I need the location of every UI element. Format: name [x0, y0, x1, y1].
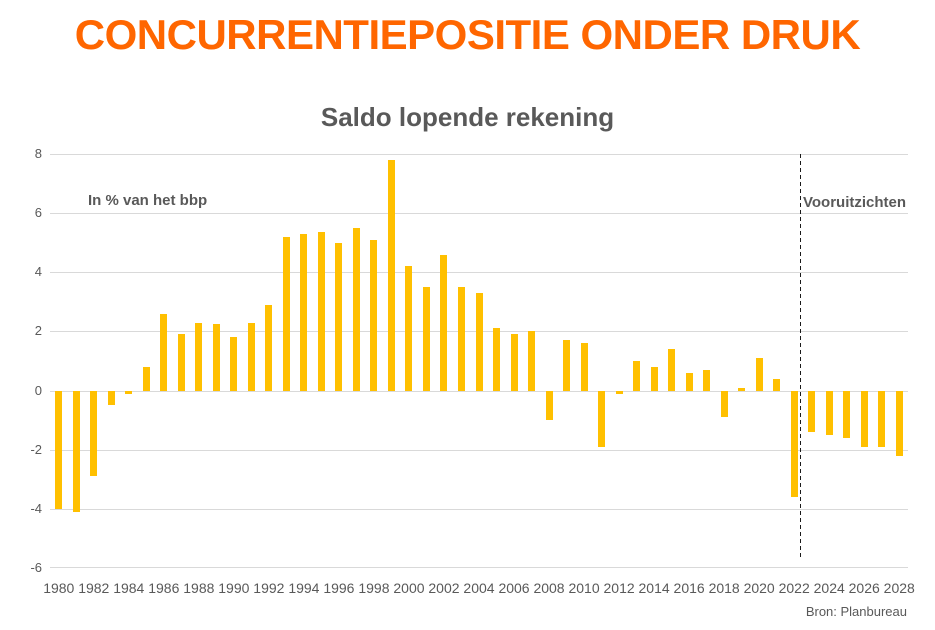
bar-2012 — [615, 390, 623, 394]
unit-label: In % van het bbp — [88, 192, 208, 209]
x-tick-label-2006: 2006 — [498, 580, 530, 596]
bar-1995 — [317, 232, 325, 391]
bar-2018 — [720, 390, 728, 418]
x-tick-label-2016: 2016 — [673, 580, 705, 596]
page-title: CONCURRENTIEPOSITIE ONDER DRUK — [74, 11, 861, 58]
source-attribution: Bron: Planbureau — [805, 604, 907, 619]
x-tick-label-2010: 2010 — [568, 580, 600, 596]
bar-2008 — [545, 390, 553, 421]
bar-1983 — [107, 390, 115, 406]
x-tick-label-1994: 1994 — [288, 580, 320, 596]
bar-1986 — [160, 313, 168, 391]
bar-1980 — [55, 390, 63, 509]
bar-2016 — [685, 372, 693, 391]
y-tick-label-8: 8 — [34, 146, 42, 161]
x-tick-label-2020: 2020 — [743, 580, 775, 596]
bar-2013 — [633, 361, 641, 391]
gridline--2 — [50, 449, 908, 451]
forecast-divider-line — [800, 154, 801, 558]
x-tick-label-2028: 2028 — [883, 580, 915, 596]
bar-2005 — [493, 328, 500, 391]
bar-2020 — [755, 358, 763, 391]
bar-2004 — [475, 292, 483, 391]
bar-1999 — [387, 159, 395, 391]
bar-2011 — [598, 390, 606, 447]
gridline-8 — [50, 154, 908, 155]
bar-2007 — [528, 331, 536, 391]
gridline--6 — [50, 567, 908, 568]
x-tick-label-2018: 2018 — [708, 580, 740, 596]
bar-1994 — [300, 233, 308, 391]
bar-1982 — [90, 390, 98, 477]
gridline--4 — [50, 508, 908, 510]
bar-2000 — [405, 266, 413, 391]
bar-1993 — [282, 236, 290, 391]
x-tick-label-1992: 1992 — [253, 580, 285, 596]
x-tick-label-2000: 2000 — [393, 580, 425, 596]
bar-1989 — [212, 324, 220, 391]
gridline-6 — [50, 213, 908, 215]
bar-2024 — [825, 390, 833, 435]
bar-1984 — [125, 390, 133, 394]
bar-2014 — [650, 366, 658, 391]
x-tick-label-1998: 1998 — [358, 580, 390, 596]
x-tick-label-2004: 2004 — [463, 580, 495, 596]
bar-2001 — [422, 287, 430, 391]
bar-1991 — [247, 322, 255, 391]
x-tick-label-1986: 1986 — [148, 580, 180, 596]
y-tick-label-6: 6 — [34, 205, 42, 221]
bar-1985 — [142, 366, 150, 391]
gridline-0 — [50, 390, 908, 392]
bar-2022 — [790, 390, 798, 498]
bar-2003 — [457, 287, 465, 391]
gridline-4 — [50, 272, 908, 274]
x-tick-label-1984: 1984 — [113, 580, 145, 596]
y-tick-label--6: -6 — [30, 560, 42, 575]
x-tick-label-2002: 2002 — [428, 580, 460, 596]
bar-2017 — [703, 369, 711, 391]
x-tick-label-2026: 2026 — [848, 580, 880, 596]
x-tick-label-1996: 1996 — [323, 580, 355, 596]
x-tick-label-1988: 1988 — [183, 580, 215, 596]
bar-2028 — [895, 390, 903, 456]
bar-2026 — [860, 390, 868, 447]
x-tick-label-2024: 2024 — [813, 580, 845, 596]
plot-area: In % van het bbp Vooruitzichten 1980 1982… — [43, 154, 915, 596]
bar-1981 — [72, 390, 80, 512]
y-tick-label-0: 0 — [34, 382, 42, 398]
bar-2019 — [738, 387, 746, 391]
bar-2027 — [878, 390, 886, 447]
bar-1998 — [370, 239, 378, 391]
y-tick-label--4: -4 — [30, 500, 42, 516]
bar-2025 — [843, 390, 851, 438]
bar-2021 — [773, 378, 781, 391]
bar-2006 — [510, 334, 518, 391]
bar-2015 — [668, 349, 676, 391]
x-tick-label-2022: 2022 — [778, 580, 810, 596]
bar-1992 — [265, 304, 273, 391]
bar-1990 — [230, 337, 238, 391]
y-tick-label-2: 2 — [34, 323, 42, 339]
y-tick-label--2: -2 — [30, 441, 42, 457]
x-tick-label-2008: 2008 — [533, 580, 565, 596]
bar-2002 — [440, 254, 448, 391]
bar-1996 — [335, 242, 343, 391]
bar-1987 — [177, 334, 185, 391]
bar-2023 — [808, 390, 816, 432]
bar-1997 — [352, 227, 360, 391]
x-tick-label-1980: 1980 — [43, 580, 75, 596]
x-tick-label-1990: 1990 — [218, 580, 250, 596]
bar-2010 — [580, 343, 588, 391]
bar-2009 — [563, 340, 571, 391]
x-tick-label-2012: 2012 — [603, 580, 635, 596]
x-tick-label-2014: 2014 — [638, 580, 670, 596]
forecast-label: Vooruitzichten — [803, 194, 907, 211]
chart-title: Saldo lopende rekening — [320, 102, 615, 132]
x-tick-label-1982: 1982 — [78, 580, 110, 596]
bar-1988 — [195, 322, 203, 391]
y-tick-label-4: 4 — [34, 264, 42, 280]
